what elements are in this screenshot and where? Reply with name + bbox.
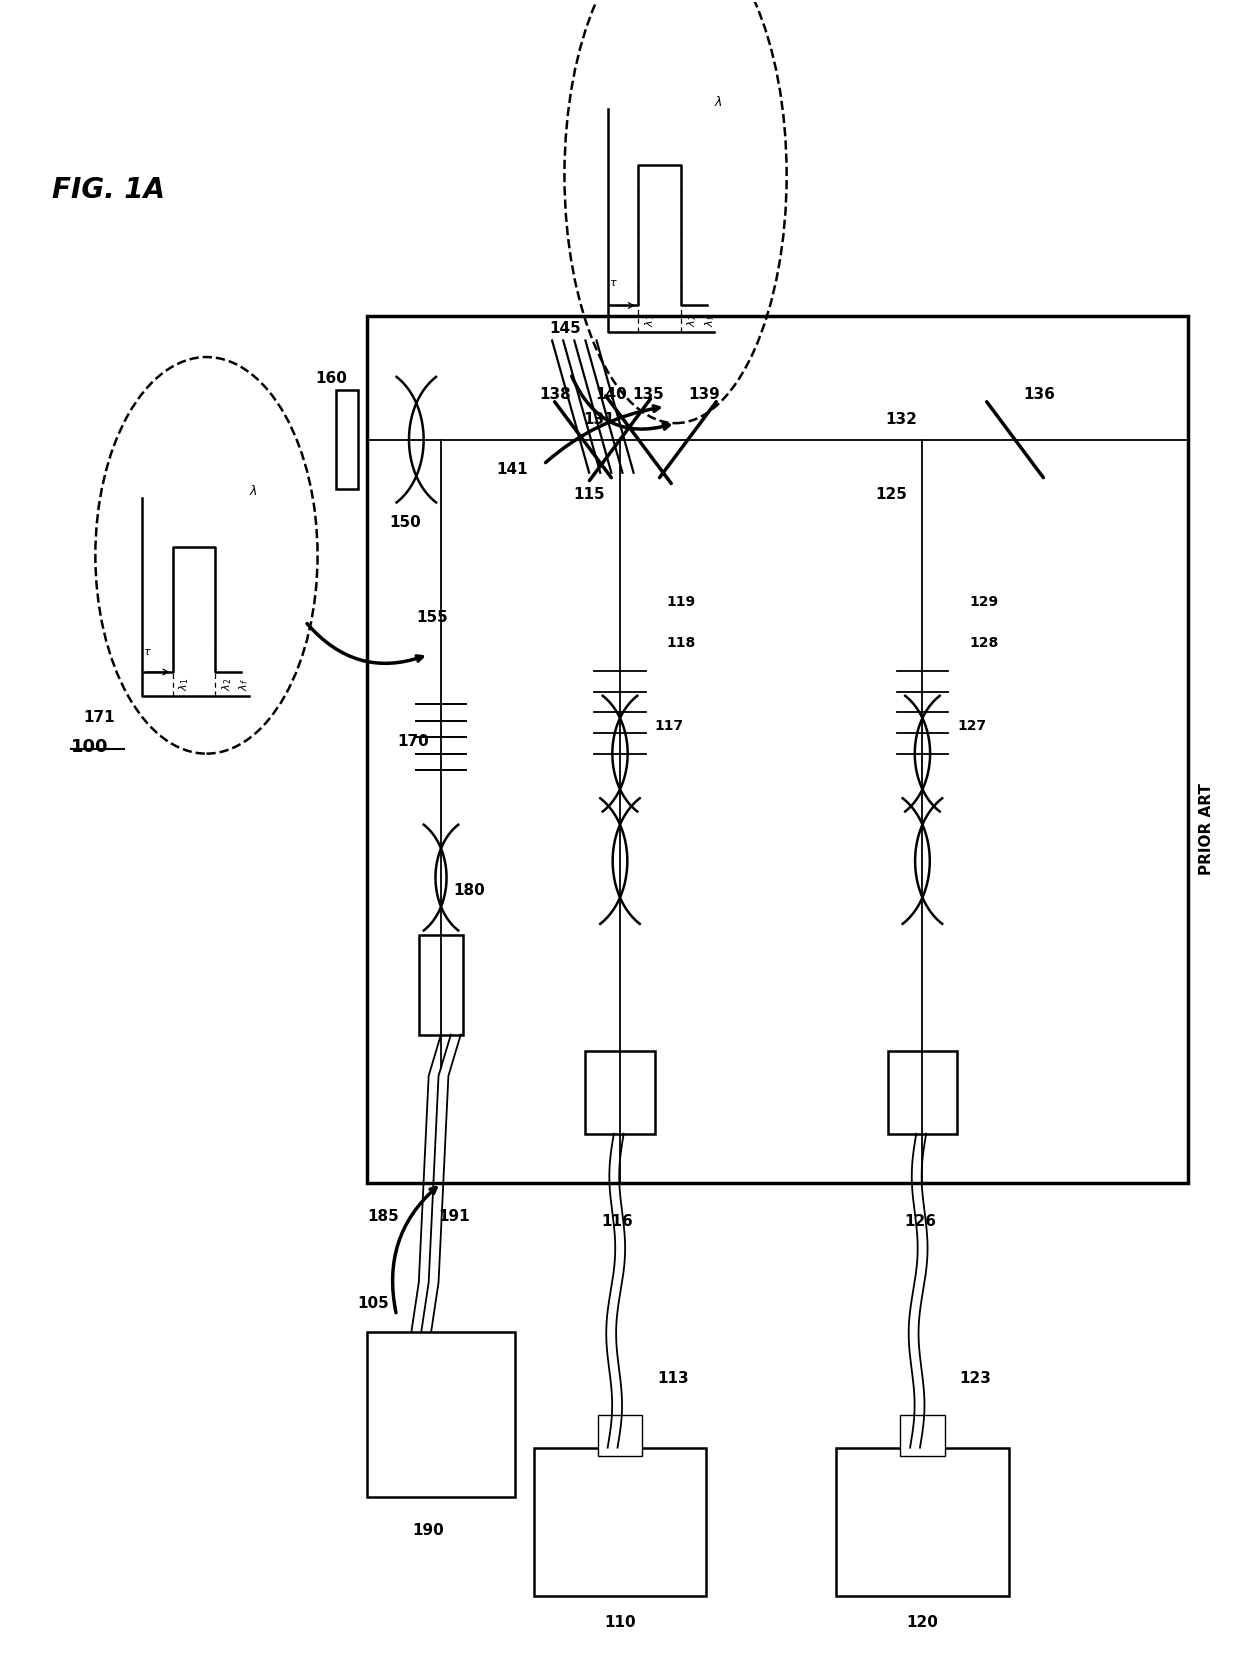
Text: 160: 160: [315, 371, 347, 386]
Text: FIG. 1A: FIG. 1A: [52, 176, 165, 204]
Text: 127: 127: [957, 719, 986, 732]
Bar: [598, 1415, 642, 1457]
Text: 105: 105: [357, 1296, 389, 1311]
Bar: [533, 1448, 707, 1596]
Text: 185: 185: [367, 1208, 399, 1223]
Bar: [367, 316, 1188, 1183]
Text: 190: 190: [413, 1521, 444, 1536]
Text: 155: 155: [417, 610, 448, 625]
Text: $\lambda_1$: $\lambda_1$: [177, 678, 191, 691]
Text: 115: 115: [573, 486, 605, 500]
Text: $\lambda$: $\lambda$: [714, 94, 723, 109]
Text: 131: 131: [583, 413, 615, 428]
Text: $\lambda_1$: $\lambda_1$: [644, 313, 657, 326]
Text: 125: 125: [875, 486, 908, 500]
Text: $\lambda_f$: $\lambda_f$: [703, 313, 717, 326]
Text: PRIOR ART: PRIOR ART: [1199, 782, 1214, 875]
Text: $\lambda_f$: $\lambda_f$: [237, 678, 252, 691]
Text: 119: 119: [667, 595, 696, 608]
Text: $\lambda_2$: $\lambda_2$: [219, 678, 234, 691]
Text: 136: 136: [1024, 388, 1055, 403]
Bar: [900, 1415, 945, 1457]
Text: 117: 117: [655, 719, 683, 732]
Text: 180: 180: [454, 883, 485, 898]
Text: 191: 191: [439, 1208, 470, 1223]
Bar: [585, 1052, 655, 1133]
Text: 139: 139: [688, 388, 719, 403]
Bar: [336, 391, 358, 490]
Text: 113: 113: [657, 1370, 688, 1385]
Text: 150: 150: [389, 514, 420, 529]
Text: 132: 132: [885, 413, 918, 428]
Text: 128: 128: [970, 636, 998, 650]
Text: 135: 135: [632, 388, 665, 403]
Text: 171: 171: [83, 709, 114, 724]
Text: 116: 116: [601, 1213, 634, 1228]
Text: $\tau$: $\tau$: [609, 278, 618, 288]
Text: 140: 140: [595, 388, 627, 403]
Text: 170: 170: [398, 734, 429, 749]
Text: 120: 120: [906, 1614, 939, 1629]
Text: 145: 145: [549, 321, 582, 336]
Text: 123: 123: [960, 1370, 991, 1385]
Text: 138: 138: [539, 388, 572, 403]
Text: 141: 141: [496, 461, 528, 477]
Text: 100: 100: [71, 737, 108, 756]
Bar: [367, 1332, 515, 1498]
Text: 129: 129: [970, 595, 998, 608]
Bar: [888, 1052, 957, 1133]
Bar: [836, 1448, 1009, 1596]
Text: $\tau$: $\tau$: [144, 646, 153, 656]
Text: 110: 110: [604, 1614, 636, 1629]
Text: $\lambda$: $\lambda$: [248, 484, 257, 497]
Text: $\lambda_2$: $\lambda_2$: [686, 313, 699, 326]
Text: 118: 118: [667, 636, 696, 650]
Bar: [419, 936, 464, 1036]
Text: 126: 126: [904, 1213, 936, 1228]
